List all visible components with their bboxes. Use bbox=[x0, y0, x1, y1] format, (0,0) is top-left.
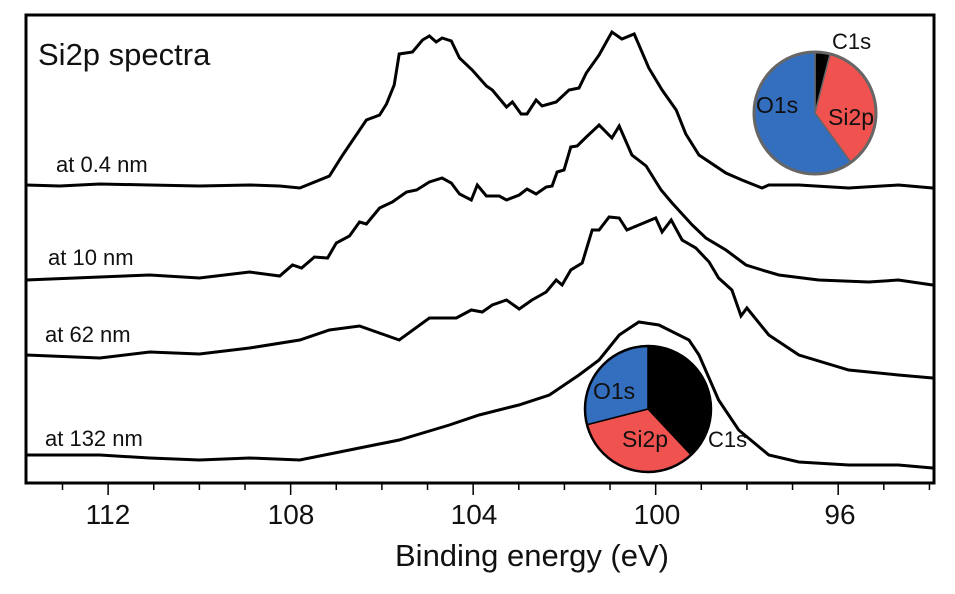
x-axis-ticks bbox=[61, 483, 931, 495]
series-label-0: at 0.4 nm bbox=[56, 152, 148, 177]
pie-top-inset bbox=[752, 50, 878, 176]
pie2-label-si2p: Si2p bbox=[622, 426, 668, 452]
tick-label-108: 108 bbox=[268, 499, 315, 530]
pie2-label-c1s: C1s bbox=[708, 427, 747, 452]
tick-label-104: 104 bbox=[451, 499, 498, 530]
pie1-label-c1s: C1s bbox=[832, 29, 871, 54]
spectrum-line-3 bbox=[26, 320, 933, 470]
tick-label-100: 100 bbox=[634, 499, 681, 530]
spectrum-line-2 bbox=[25, 215, 933, 380]
series-label-3: at 132 nm bbox=[45, 426, 143, 451]
pie1-label-si2p: Si2p bbox=[828, 104, 874, 130]
tick-label-112: 112 bbox=[86, 499, 131, 530]
series-label-1: at 10 nm bbox=[48, 245, 134, 270]
series-label-2: at 62 nm bbox=[45, 322, 131, 347]
chart-title: Si2p spectra bbox=[38, 37, 211, 72]
tick-label-96: 96 bbox=[824, 499, 855, 530]
pie2-label-o1s: O1s bbox=[593, 378, 635, 404]
spectra-lines bbox=[25, 29, 933, 470]
pie-bottom-inset bbox=[583, 344, 713, 474]
spectrum-line-1 bbox=[25, 122, 933, 287]
plot-frame bbox=[24, 13, 936, 485]
pie-outline bbox=[752, 50, 878, 176]
pie1-label-o1s: O1s bbox=[756, 92, 798, 118]
pie-outline bbox=[583, 344, 713, 474]
x-axis-label: Binding energy (eV) bbox=[395, 538, 669, 573]
spectrum-line-0 bbox=[25, 29, 933, 190]
